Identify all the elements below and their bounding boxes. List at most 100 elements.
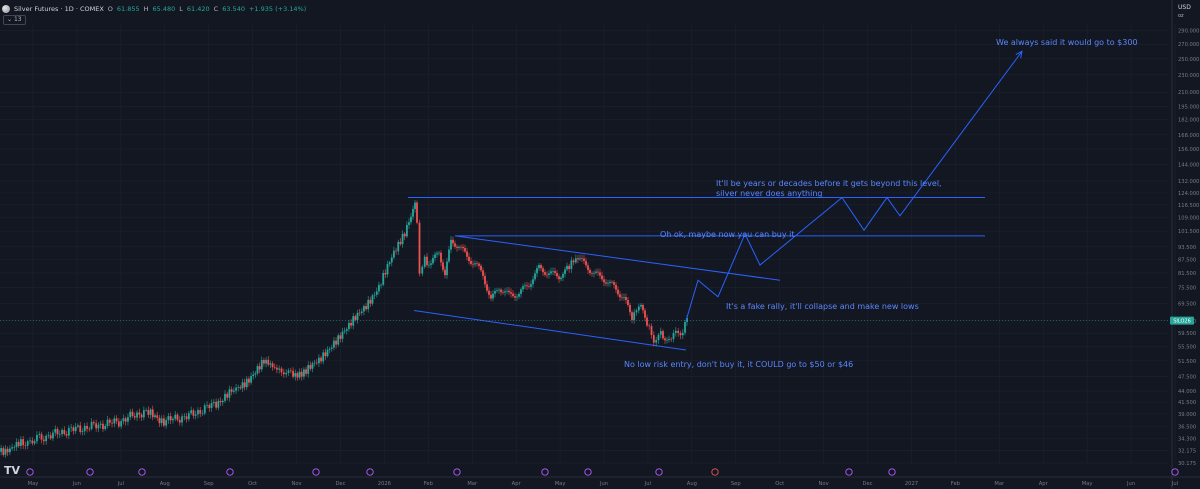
candle-body: [423, 256, 426, 267]
candle-body: [393, 250, 395, 258]
candle-body: [371, 295, 374, 304]
candle-body: [254, 373, 257, 375]
tradingview-logo-icon[interactable]: TV: [4, 464, 21, 477]
candle-body: [498, 289, 500, 291]
price-tick-label: 44.000: [1178, 389, 1196, 395]
candle-body: [243, 382, 246, 388]
candle-body: [666, 339, 668, 341]
candle-body: [534, 273, 536, 280]
candle-body: [482, 270, 484, 276]
candle-body: [488, 290, 490, 295]
candle-body: [113, 418, 116, 424]
candle-body: [522, 286, 524, 290]
symbol-legend[interactable]: Silver Futures · 1D · COMEX O 61.855 H 65.…: [2, 3, 306, 15]
high-value: 65.480: [152, 5, 176, 13]
horizontal-levels: [408, 197, 985, 237]
event-marker-icon: [226, 468, 234, 476]
time-tick-label: May: [28, 481, 39, 487]
change-value: +1.935 (+3.14%): [248, 5, 307, 13]
price-axis[interactable]: 30.175 32.175 34.300 36.500 39.000 41.500 44.0…: [1171, 0, 1199, 489]
time-tick-label: Sep: [731, 481, 741, 487]
candle-body: [480, 265, 482, 271]
price-tick-label: 47.500: [1178, 374, 1196, 380]
time-tick-label: Oct: [775, 481, 784, 487]
candle-body: [250, 376, 252, 383]
candle-body: [20, 439, 22, 446]
candle-body: [26, 441, 29, 446]
candle-body: [554, 271, 556, 274]
silver-symbol-icon: [2, 5, 10, 13]
candle-body: [544, 272, 546, 275]
candle-body: [644, 310, 646, 318]
unit-label[interactable]: oz: [1178, 13, 1184, 19]
time-tick-label: Nov: [291, 481, 301, 487]
candle-body: [318, 357, 320, 364]
last-price-symbol: SILO26: [1173, 319, 1191, 325]
candle-body: [210, 403, 213, 409]
candle-body: [117, 421, 120, 427]
candle-body: [397, 241, 400, 252]
candle-body: [510, 292, 512, 294]
price-tick-label: 195.000: [1178, 104, 1199, 110]
candle-body: [83, 425, 86, 432]
candle-body: [581, 258, 583, 259]
price-tick-label: 51.500: [1178, 359, 1196, 365]
candle-body: [31, 440, 34, 444]
price-tick-label: 36.500: [1178, 425, 1196, 431]
candle-body: [120, 421, 123, 427]
candle-body: [490, 294, 492, 299]
candle-body: [613, 282, 615, 285]
candle-body: [619, 294, 621, 298]
candle-body: [45, 435, 48, 442]
candle-body: [81, 431, 84, 433]
candle-body: [269, 363, 272, 365]
candle-body: [640, 304, 642, 307]
candle-body: [70, 427, 73, 429]
candle-body: [512, 293, 514, 297]
time-axis[interactable]: May Jun Jul Aug Sep Oct Nov Dec 2026 Feb Mar Apr May…: [0, 476, 1200, 487]
symbol-title[interactable]: Silver Futures · 1D · COMEX: [14, 5, 104, 13]
candle-body: [260, 360, 263, 370]
candle-body: [197, 409, 199, 415]
price-tick-label: 132.000: [1178, 179, 1199, 185]
candle-body: [292, 370, 294, 377]
price-tick-label: 59.500: [1178, 331, 1196, 337]
candle-body: [74, 426, 77, 432]
candle-body: [239, 387, 242, 389]
candle-body: [296, 373, 299, 378]
candle-body: [652, 335, 655, 343]
candle-body: [450, 239, 452, 250]
price-tick-label: 168.000: [1178, 133, 1199, 139]
currency-label[interactable]: USD: [1178, 4, 1191, 11]
candle-body: [47, 435, 50, 436]
open-value: 61.855: [116, 5, 140, 13]
candle-body: [508, 290, 510, 293]
candle-body: [375, 291, 378, 295]
projection-polyline: [685, 51, 1023, 321]
low-label: L: [179, 5, 183, 13]
candle-body: [174, 414, 177, 419]
candle-body: [131, 411, 134, 417]
candle-body: [265, 359, 267, 364]
candle-body: [303, 369, 305, 377]
candle-body: [86, 425, 88, 429]
candle-body: [160, 418, 163, 424]
candle-body: [226, 393, 229, 398]
candle-body: [460, 246, 462, 248]
candle-body: [591, 272, 593, 274]
candle-body: [587, 265, 589, 270]
candle-body: [305, 369, 307, 374]
candle-body: [506, 290, 508, 292]
candle-body: [88, 428, 91, 430]
candle-body: [217, 400, 220, 408]
candle-body: [354, 316, 357, 320]
event-marker-icon: [711, 468, 719, 476]
candle-body: [399, 241, 402, 245]
candle-body: [546, 274, 548, 276]
price-tick-label: 210.000: [1178, 90, 1199, 96]
candle-body: [212, 401, 215, 404]
candle-body: [408, 222, 410, 225]
indicator-pill[interactable]: ⌄ 13: [3, 15, 26, 25]
candle-body: [33, 441, 36, 444]
